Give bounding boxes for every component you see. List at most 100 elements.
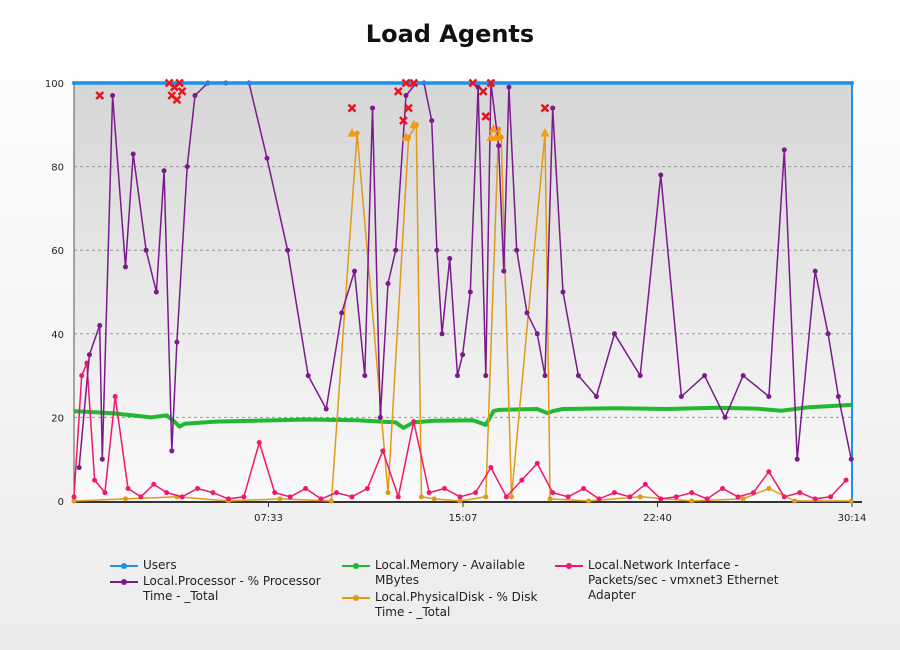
data-point-disk xyxy=(740,496,746,502)
data-point-network xyxy=(411,419,417,425)
legend-item-network[interactable]: Local.Network Interface - Packets/sec - … xyxy=(555,558,780,603)
data-point-network xyxy=(843,477,849,483)
data-point-processor xyxy=(362,373,368,379)
data-point-disk xyxy=(122,496,128,502)
data-point-processor xyxy=(611,331,617,337)
data-point-network xyxy=(457,494,463,500)
x-marker xyxy=(172,95,182,105)
data-point-network xyxy=(195,485,201,491)
data-point-processor xyxy=(370,105,376,111)
data-point-processor xyxy=(835,394,841,399)
data-point-processor xyxy=(122,264,128,270)
data-point-network xyxy=(565,494,571,500)
data-point-disk xyxy=(792,498,798,504)
data-point-processor xyxy=(454,373,460,379)
data-point-processor xyxy=(506,84,512,90)
data-point-processor xyxy=(403,93,409,99)
data-point-network xyxy=(380,448,386,454)
data-point-processor xyxy=(130,151,136,157)
data-point-disk xyxy=(277,496,283,502)
data-point-processor xyxy=(305,373,311,379)
triangle-marker xyxy=(491,132,501,141)
data-point-processor xyxy=(434,247,440,253)
x-marker xyxy=(393,86,403,96)
data-point-processor xyxy=(143,247,149,253)
legend-item-processor[interactable]: Local.Processor - % Processor Time - _To… xyxy=(110,574,330,604)
triangle-marker xyxy=(401,132,411,141)
data-point-processor xyxy=(794,456,800,462)
x-marker xyxy=(409,78,419,88)
grid-lines xyxy=(74,166,852,418)
legend-label-network: Local.Network Interface - Packets/sec - … xyxy=(588,558,779,602)
x-marker xyxy=(175,78,184,88)
x-marker xyxy=(401,78,411,88)
data-point-network xyxy=(642,481,648,487)
legend-label-users: Users xyxy=(143,558,177,572)
data-point-processor xyxy=(393,247,399,253)
data-point-disk xyxy=(547,496,553,502)
y-tick-label: 80 xyxy=(51,163,64,174)
data-point-processor xyxy=(377,414,383,420)
data-point-disk xyxy=(766,485,772,491)
data-point-processor xyxy=(550,105,556,111)
data-point-disk xyxy=(509,494,515,500)
legend-swatch-processor xyxy=(110,574,138,588)
data-point-disk xyxy=(385,490,391,496)
legend-swatch-users xyxy=(110,558,138,572)
data-point-network xyxy=(658,496,664,502)
data-point-processor xyxy=(560,289,566,295)
data-point-network xyxy=(71,494,77,500)
y-tick-label: 20 xyxy=(51,413,64,424)
data-point-network xyxy=(519,477,525,483)
data-point-network xyxy=(125,485,131,491)
data-point-network xyxy=(256,439,262,445)
x-marker xyxy=(177,86,187,96)
legend-item-disk[interactable]: Local.PhysicalDisk - % Disk Time - _Tota… xyxy=(342,590,542,620)
data-point-disk xyxy=(71,498,77,504)
line-chart: 0 20 40 60 80 100 07:33 15:07 22:40 30:14 xyxy=(45,78,867,524)
x-marker xyxy=(478,86,488,96)
data-point-network xyxy=(735,494,741,500)
data-point-processor xyxy=(352,268,358,274)
triangle-marker xyxy=(347,128,357,137)
data-point-disk xyxy=(637,494,643,500)
data-point-disk xyxy=(457,498,463,504)
data-point-processor xyxy=(637,373,643,379)
x-marker xyxy=(347,103,357,113)
legend-label-processor: Local.Processor - % Processor Time - _To… xyxy=(143,574,321,603)
data-point-processor xyxy=(848,456,854,462)
series-layer xyxy=(71,80,854,504)
data-point-network xyxy=(287,494,293,500)
plot-area xyxy=(74,83,852,501)
data-point-network xyxy=(151,481,157,487)
data-point-network xyxy=(349,494,355,500)
data-point-processor xyxy=(99,456,105,462)
data-point-network xyxy=(472,490,478,496)
x-marker xyxy=(95,91,105,100)
data-point-disk xyxy=(431,496,437,502)
data-point-disk xyxy=(586,498,592,504)
data-point-processor xyxy=(524,310,530,316)
data-point-processor xyxy=(460,352,466,358)
series-line-network xyxy=(73,362,847,500)
data-point-processor xyxy=(501,268,507,274)
x-marker xyxy=(486,78,496,88)
data-point-processor xyxy=(678,394,684,399)
legend-item-memory[interactable]: Local.Memory - Available MBytes xyxy=(342,558,542,588)
data-point-network xyxy=(488,465,494,471)
data-point-network xyxy=(442,485,448,491)
x-marker xyxy=(404,103,413,113)
data-point-network xyxy=(225,496,231,502)
data-point-processor xyxy=(153,289,159,295)
legend-label-memory: Local.Memory - Available MBytes xyxy=(375,558,525,587)
x-tick-label: 30:14 xyxy=(838,513,867,524)
data-point-processor xyxy=(192,93,198,99)
data-point-processor xyxy=(439,331,445,337)
triangle-marker xyxy=(540,128,550,137)
data-point-processor xyxy=(722,414,728,420)
legend-item-users[interactable]: Users xyxy=(110,558,330,573)
data-point-processor xyxy=(825,331,831,337)
data-point-disk xyxy=(848,498,854,504)
data-point-network xyxy=(797,490,803,496)
data-point-disk xyxy=(354,130,360,136)
